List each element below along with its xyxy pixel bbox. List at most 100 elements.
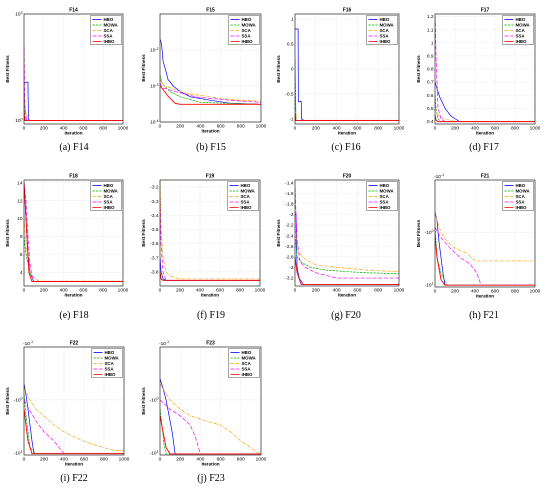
x-tick-label: 1000 xyxy=(530,126,541,132)
x-tick-label: 200 xyxy=(176,457,184,463)
y-corner-label: -10-1 xyxy=(434,173,444,180)
series-line-ssa xyxy=(160,83,261,103)
y-tick-label: -3.3 xyxy=(150,199,159,205)
y-tick-label: -100 xyxy=(425,229,434,236)
y-axis-label: Best Fitness xyxy=(416,55,421,83)
y-tick-label: 10-2 xyxy=(150,47,158,54)
chart-title: F23 xyxy=(206,341,215,347)
y-corner-label: -10-1 xyxy=(159,340,169,347)
y-tick-label: 6 xyxy=(20,252,23,258)
y-tick-label: 1 xyxy=(431,40,434,46)
legend-label-ssa: SSA xyxy=(104,200,114,205)
x-tick-label: 800 xyxy=(511,289,519,295)
legend-label-ssa: SSA xyxy=(241,200,251,205)
legend-label-ihbo: IHBO xyxy=(380,205,392,210)
y-tick-label: 1 xyxy=(291,17,294,23)
x-tick-label: 600 xyxy=(217,124,225,130)
x-tick-label: 600 xyxy=(353,126,361,132)
y-tick-label: -3.8 xyxy=(150,269,159,275)
y-tick-label: -3.4 xyxy=(150,213,159,219)
x-tick-label: 1000 xyxy=(394,288,405,294)
y-tick-label: 4 xyxy=(20,270,23,276)
x-tick-label: 0 xyxy=(159,124,162,130)
axes-frame xyxy=(159,179,261,287)
legend-label-sca: SCA xyxy=(380,28,390,33)
y-corner-label: -10-1 xyxy=(23,340,33,347)
series-line-sca xyxy=(435,211,535,262)
x-axis-label: Iteration xyxy=(64,131,82,136)
legend-label-sca: SCA xyxy=(242,28,252,33)
y-tick-label: 1.2 xyxy=(427,14,434,20)
legend-label-mowa: MOWA xyxy=(241,189,256,194)
legend-box xyxy=(90,181,122,211)
x-tick-label: 600 xyxy=(80,457,88,463)
legend-box xyxy=(502,15,534,45)
chart-f22: 0 200 400 600 800 1000 -100 -101 -10-1 F22 Iterati… xyxy=(5,340,130,484)
series-line-hbo xyxy=(435,81,535,122)
x-tick-label: 1000 xyxy=(118,288,129,294)
chart-title: F17 xyxy=(481,8,490,14)
y-tick-label: 1.1 xyxy=(427,27,434,33)
y-axis-label: Best Fitness xyxy=(5,387,10,415)
series-line-ssa xyxy=(24,182,123,282)
chart-title: F14 xyxy=(69,8,78,14)
y-axis-label: Best Fitness xyxy=(5,219,10,247)
y-tick-label: 0.7 xyxy=(427,80,434,86)
x-tick-label: 0 xyxy=(434,289,437,295)
x-tick-label: 0 xyxy=(23,288,26,294)
y-tick-label: 10-4 xyxy=(150,119,158,126)
y-tick-label: -1 xyxy=(289,117,294,123)
x-tick-label: 400 xyxy=(471,126,479,132)
legend-label-ihbo: IHBO xyxy=(242,39,254,44)
x-tick-label: 600 xyxy=(79,288,87,294)
x-tick-label: 800 xyxy=(99,126,107,132)
axes-frame xyxy=(294,13,400,125)
x-tick-label: 200 xyxy=(176,124,184,130)
x-tick-label: 400 xyxy=(60,288,68,294)
legend-label-mowa: MOWA xyxy=(380,189,395,194)
subfigure-caption: (b) F15 xyxy=(196,142,226,153)
x-tick-label: 200 xyxy=(451,289,459,295)
x-tick-label: 600 xyxy=(216,288,224,294)
y-tick-label: -101 xyxy=(425,282,434,289)
x-axis-label: Iteration xyxy=(201,129,219,134)
y-tick-label: -3.7 xyxy=(150,255,159,261)
y-axis-label: Best Fitness xyxy=(141,219,146,247)
legend-label-hbo: HBO xyxy=(516,183,526,188)
x-tick-label: 800 xyxy=(374,288,382,294)
legend-label-mowa: MOWA xyxy=(242,356,257,361)
legend-label-hbo: HBO xyxy=(380,183,390,188)
x-tick-label: 800 xyxy=(236,288,244,294)
legend-label-ihbo: IHBO xyxy=(516,205,528,210)
y-axis-label: Best Fitness xyxy=(141,387,146,415)
y-tick-label: -2.6 xyxy=(285,244,294,250)
axes-frame xyxy=(23,179,124,287)
legend-label-ihbo: IHBO xyxy=(104,39,116,44)
x-tick-label: 1000 xyxy=(530,289,541,295)
series-line-ssa xyxy=(435,227,535,286)
x-axis-label: Iteration xyxy=(476,131,494,136)
y-tick-label: 0 xyxy=(291,67,294,73)
legend-label-sca: SCA xyxy=(516,194,526,199)
x-tick-label: 400 xyxy=(196,288,204,294)
x-tick-label: 400 xyxy=(196,124,204,130)
series-line-ihbo xyxy=(435,236,535,286)
legend-box xyxy=(227,181,259,211)
legend-label-hbo: HBO xyxy=(241,183,251,188)
x-tick-label: 200 xyxy=(312,288,320,294)
y-tick-label: -3.5 xyxy=(150,227,159,233)
legend-label-sca: SCA xyxy=(241,194,251,199)
y-tick-label: 0.6 xyxy=(427,93,434,99)
legend-label-hbo: HBO xyxy=(104,183,114,188)
legend-label-sca: SCA xyxy=(380,194,390,199)
x-axis-label: Iteration xyxy=(65,462,83,467)
chart-f21: 0 200 400 600 800 1000 -100 -101 -10-1 F21 Iterati… xyxy=(416,173,541,321)
legend-label-sca: SCA xyxy=(105,361,115,366)
legend-label-mowa: MOWA xyxy=(105,356,120,361)
x-tick-label: 800 xyxy=(99,288,107,294)
legend-label-mowa: MOWA xyxy=(104,23,119,28)
